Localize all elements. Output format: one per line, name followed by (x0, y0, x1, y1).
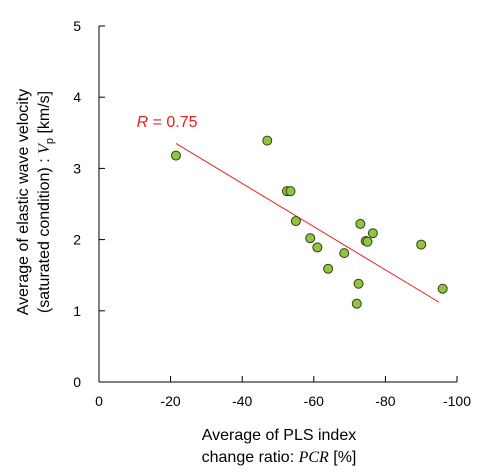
y-axis-title-prefix: (saturated condition) : (36, 154, 53, 313)
correlation-annotation: R = 0.75 (137, 114, 198, 131)
data-point (355, 218, 366, 229)
x-axis-title-suffix: [%] (329, 449, 357, 466)
data-point (416, 239, 427, 250)
data-point (305, 233, 316, 244)
data-point (362, 236, 373, 247)
x-tick-label: -20 (160, 393, 180, 409)
trendline-group (175, 143, 440, 303)
data-point (290, 216, 301, 227)
data-point (323, 263, 334, 274)
data-point (262, 135, 273, 146)
y-axis-title-suffix: [km/s] (36, 91, 53, 138)
data-point (367, 228, 378, 239)
axes (98, 26, 457, 383)
y-axis-title-line2: (saturated condition) : Vp [km/s] (36, 91, 56, 313)
x-axis-title-symbol: PCR (298, 449, 329, 466)
x-tick-label: 0 (95, 393, 103, 409)
y-tick-label: 0 (73, 374, 81, 390)
correlation-symbol: R (137, 114, 149, 131)
tick-marks (98, 25, 458, 383)
y-tick-labels: 0 1 2 3 4 5 (73, 18, 81, 390)
data-point (170, 150, 181, 161)
data-points (170, 135, 448, 309)
data-point (351, 298, 362, 309)
correlation-value: = 0.75 (148, 114, 197, 131)
y-axis-title-subscript: p (44, 138, 56, 144)
x-tick-label: -80 (375, 393, 395, 409)
data-point (437, 283, 448, 294)
x-axis-title-prefix: change ratio: (202, 449, 299, 466)
y-tick-label: 3 (73, 160, 81, 176)
x-tick-label: -40 (232, 393, 252, 409)
y-axis-title-symbol: V (36, 142, 53, 154)
x-axis-title-line2: change ratio: PCR [%] (202, 449, 357, 466)
data-point (285, 186, 296, 197)
trendline (175, 143, 440, 303)
data-point (353, 278, 364, 289)
x-tick-label: -100 (443, 393, 471, 409)
y-tick-label: 4 (73, 89, 81, 105)
y-tick-label: 1 (73, 303, 81, 319)
y-axis-title-line1: Average of elastic wave velocity (15, 89, 32, 315)
y-tick-label: 2 (73, 232, 81, 248)
x-tick-label: -60 (304, 393, 324, 409)
data-point (312, 242, 323, 253)
y-tick-label: 5 (73, 18, 81, 34)
data-point (339, 248, 350, 259)
x-tick-labels: 0 -20 -40 -60 -80 -100 (95, 393, 471, 409)
x-axis-title-line1: Average of PLS index (202, 427, 356, 444)
